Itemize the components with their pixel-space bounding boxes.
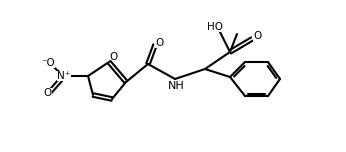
Text: O: O	[44, 88, 52, 98]
Text: N⁺: N⁺	[57, 71, 71, 81]
Text: O: O	[110, 52, 118, 62]
Text: O: O	[253, 31, 261, 41]
Text: O: O	[155, 38, 163, 48]
Text: ⁻O: ⁻O	[41, 58, 55, 68]
Text: HO: HO	[207, 22, 223, 32]
Text: NH: NH	[167, 81, 184, 91]
